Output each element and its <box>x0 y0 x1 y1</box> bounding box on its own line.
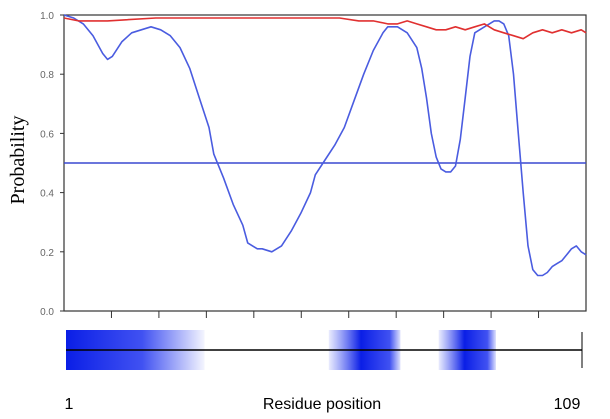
y-axis-label: Probability <box>7 116 29 205</box>
x-end-label: 109 <box>554 396 581 413</box>
y-tick-label: 0.0 <box>40 307 54 318</box>
y-tick-label: 0.4 <box>40 189 54 200</box>
x-axis-label: Residue position <box>263 396 381 413</box>
series-layer <box>63 14 587 277</box>
series-line-red <box>63 17 587 40</box>
y-tick-label: 0.8 <box>40 70 54 81</box>
series-line-blue <box>63 14 587 277</box>
y-tick-label: 0.2 <box>40 248 54 259</box>
secondary-structure-track <box>66 330 583 370</box>
y-axis: 0.0 0.2 0.4 0.6 0.8 1.0 <box>40 11 64 318</box>
y-tick-label: 1.0 <box>40 11 54 22</box>
x-axis <box>110 311 540 318</box>
y-tick-label: 0.6 <box>40 129 54 140</box>
x-start-label: 1 <box>65 396 74 413</box>
